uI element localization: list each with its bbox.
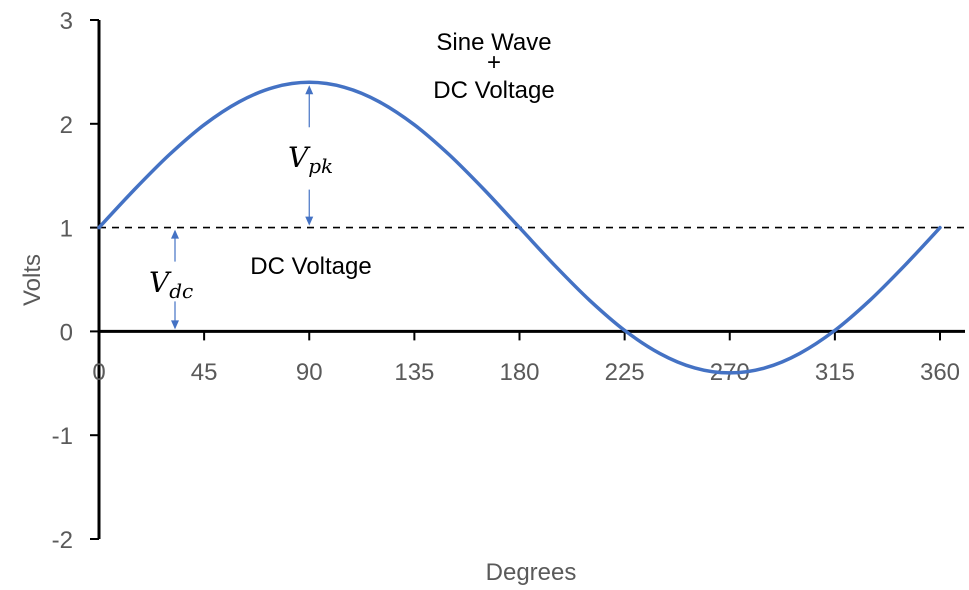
vdc-main: V: [149, 266, 172, 299]
title-line-1: Sine Wave: [436, 29, 551, 56]
x-tick-label: 0: [92, 359, 105, 386]
vdc-arrow: [171, 229, 179, 330]
vpk-arrow: [305, 85, 314, 226]
vpk-sub: pk: [308, 154, 333, 178]
annotation-arrows: [171, 85, 314, 330]
y-tick-label: 1: [60, 216, 73, 243]
y-tick-label: 3: [60, 8, 73, 35]
x-axis-ticks: 0 45 90 135 180 225 270 315 360: [92, 331, 960, 386]
y-tick-label: -2: [52, 527, 73, 554]
y-tick-label: -1: [52, 423, 73, 450]
y-axis-title: Volts: [19, 254, 46, 306]
x-tick-label: 180: [499, 359, 539, 386]
x-tick-label: 135: [394, 359, 434, 386]
x-axis-title: Degrees: [486, 559, 577, 586]
x-tick-label: 360: [920, 359, 960, 386]
title-line-2: +: [487, 49, 501, 76]
vdc-label: Vdc: [149, 266, 193, 303]
sine-wave-line: [97, 80, 942, 375]
x-tick-label: 225: [605, 359, 645, 386]
title-line-3: DC Voltage: [433, 77, 554, 104]
y-axis-ticks: 3 2 1 0 -1 -2: [52, 8, 99, 554]
vpk-label: Vpk: [288, 141, 333, 178]
x-tick-label: 45: [191, 359, 218, 386]
dc-voltage-label: DC Voltage: [250, 253, 371, 280]
x-tick-label: 315: [815, 359, 855, 386]
x-tick-label: 90: [296, 359, 323, 386]
vdc-sub: dc: [169, 279, 193, 303]
vpk-main: V: [288, 141, 311, 174]
y-tick-label: 2: [60, 112, 73, 139]
y-tick-label: 0: [60, 319, 73, 346]
